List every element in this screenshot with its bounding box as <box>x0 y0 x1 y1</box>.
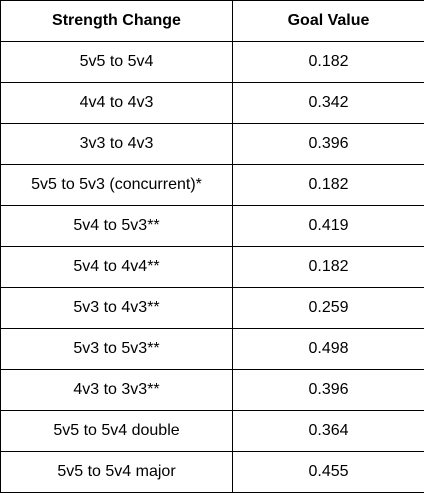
strength-change-cell: 5v3 to 4v3** <box>0 287 233 329</box>
strength-change-cell: 5v5 to 5v4 double <box>0 410 233 452</box>
goal-value-cell: 0.182 <box>232 246 424 288</box>
table-row: 5v5 to 5v4 0.182 <box>0 41 424 83</box>
strength-change-cell: 5v5 to 5v4 <box>0 41 233 83</box>
strength-change-cell: 5v4 to 4v4** <box>0 246 233 288</box>
goal-value-cell: 0.455 <box>232 451 424 493</box>
table-row: 4v4 to 4v3 0.342 <box>0 82 424 124</box>
goal-value-cell: 0.419 <box>232 205 424 247</box>
strength-change-cell: 3v3 to 4v3 <box>0 123 233 165</box>
table-row: 5v3 to 5v3** 0.498 <box>0 328 424 370</box>
goal-value-cell: 0.342 <box>232 82 424 124</box>
strength-change-cell: 5v5 to 5v3 (concurrent)* <box>0 164 233 206</box>
strength-change-cell: 5v3 to 5v3** <box>0 328 233 370</box>
header-strength-change: Strength Change <box>0 0 233 42</box>
table-row: 5v5 to 5v3 (concurrent)* 0.182 <box>0 164 424 206</box>
goal-value-cell: 0.498 <box>232 328 424 370</box>
goal-value-cell: 0.396 <box>232 369 424 411</box>
header-row: Strength Change Goal Value <box>0 0 424 42</box>
strength-change-cell: 5v4 to 5v3** <box>0 205 233 247</box>
goal-value-cell: 0.364 <box>232 410 424 452</box>
table-row: 5v5 to 5v4 major 0.455 <box>0 451 424 493</box>
strength-change-cell: 5v5 to 5v4 major <box>0 451 233 493</box>
strength-change-cell: 4v3 to 3v3** <box>0 369 233 411</box>
goal-value-cell: 0.259 <box>232 287 424 329</box>
table-row: 4v3 to 3v3** 0.396 <box>0 369 424 411</box>
goal-value-cell: 0.182 <box>232 41 424 83</box>
goal-value-cell: 0.182 <box>232 164 424 206</box>
table-row: 5v3 to 4v3** 0.259 <box>0 287 424 329</box>
goal-value-cell: 0.396 <box>232 123 424 165</box>
table-row: 3v3 to 4v3 0.396 <box>0 123 424 165</box>
strength-change-cell: 4v4 to 4v3 <box>0 82 233 124</box>
table-row: 5v5 to 5v4 double 0.364 <box>0 410 424 452</box>
header-goal-value: Goal Value <box>232 0 424 42</box>
table-row: 5v4 to 4v4** 0.182 <box>0 246 424 288</box>
table-row: 5v4 to 5v3** 0.419 <box>0 205 424 247</box>
